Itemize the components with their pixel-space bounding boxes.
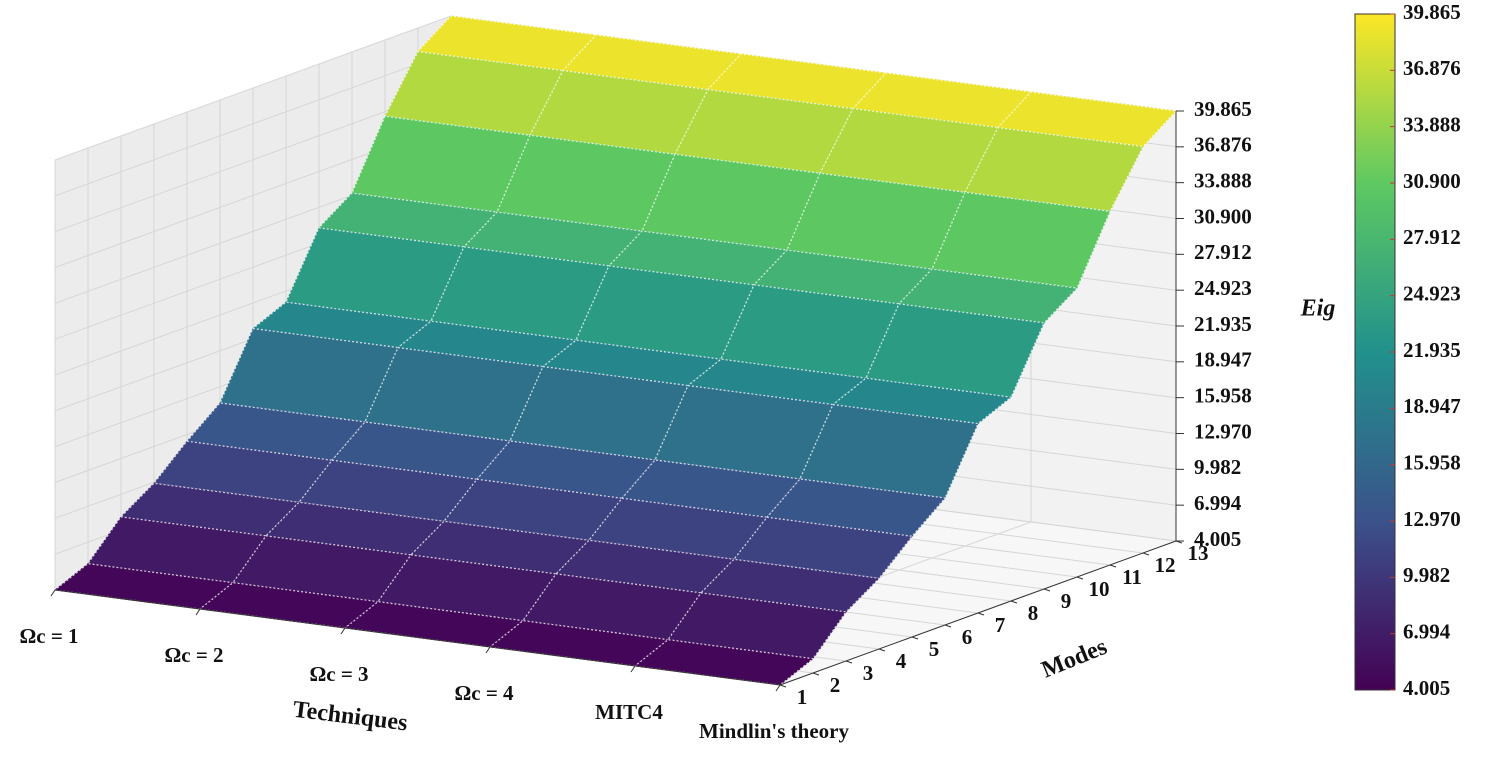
colorbar-tick-label: 36.876 [1403,56,1461,80]
z-tick-label: 30.900 [1194,204,1252,228]
x-tick-label: MITC4 [595,700,663,724]
colorbar-tick-label: 9.982 [1403,563,1450,587]
colorbar-tick-label: 33.888 [1403,112,1461,136]
y-tick [1043,588,1051,592]
y-tick [812,672,820,676]
z-tick-label: 21.935 [1194,312,1252,336]
z-tick-label: 15.958 [1194,383,1252,407]
colorbar-tick-label: 4.005 [1403,676,1450,700]
y-tick [1142,552,1150,556]
z-tick-label: 12.970 [1194,419,1252,443]
y-tick-label: 13 [1188,541,1209,565]
y-tick-label: 3 [863,661,874,685]
x-tick [340,627,346,635]
x-tick-label: Ωc = 2 [164,643,223,667]
z-tick-label: 18.947 [1194,348,1252,372]
x-tick [775,684,781,692]
y-tick-label: 1 [797,685,808,709]
colorbar-tick-label: 6.994 [1403,619,1451,643]
y-tick-label: 12 [1155,553,1176,577]
x-tick-label: Mindlin's theory [699,719,849,743]
y-tick-label: 5 [929,637,940,661]
x-tick [630,665,636,673]
y-tick [845,660,853,664]
y-tick [1109,564,1117,568]
z-tick-label: 9.982 [1194,455,1241,479]
y-tick [1076,576,1084,580]
y-tick [1010,600,1018,604]
y-tick-label: 4 [896,649,907,673]
y-tick-label: 7 [995,613,1006,637]
x-tick [195,608,201,616]
y-tick-label: 2 [830,673,841,697]
colorbar-tick-label: 24.923 [1403,281,1461,305]
z-tick-label: 24.923 [1194,276,1252,300]
z-tick-label: 4.005 [1194,527,1241,551]
z-tick-label: 36.876 [1194,133,1252,157]
y-axis-label: Modes [1038,634,1111,684]
y-tick [878,648,886,652]
y-tick-label: 11 [1122,565,1142,589]
y-tick-label: 9 [1061,589,1072,613]
x-tick-label: Ωc = 4 [454,681,514,705]
x-tick [50,589,56,597]
x-axis-label: Techniques [291,697,408,737]
colorbar [1354,13,1396,691]
y-tick [977,612,985,616]
x-tick-label: Ωc = 3 [309,662,368,686]
z-tick-label: 27.912 [1194,240,1252,264]
colorbar-tick-label: 18.947 [1403,394,1461,418]
z-tick-label: 39.865 [1194,97,1252,121]
colorbar-tick-label: 21.935 [1403,338,1461,362]
y-tick [911,636,919,640]
x-tick [485,646,491,654]
z-axis-label: Eig [1300,296,1336,322]
y-tick-label: 10 [1089,577,1110,601]
colorbar-tick-label: 30.900 [1403,169,1461,193]
colorbar-tick-label: 39.865 [1403,0,1461,24]
y-tick-label: 6 [962,625,973,649]
axis-line [54,589,781,686]
colorbar-tick-label: 15.958 [1403,450,1461,474]
y-tick [944,624,952,628]
z-tick-label: 6.994 [1194,491,1242,515]
y-tick [779,684,787,688]
x-tick-label: Ωc = 1 [19,624,78,648]
z-tick-label: 33.888 [1194,168,1252,192]
colorbar-tick-label: 12.970 [1403,507,1461,531]
y-tick-label: 8 [1028,601,1039,625]
colorbar-tick-label: 27.912 [1403,225,1461,249]
